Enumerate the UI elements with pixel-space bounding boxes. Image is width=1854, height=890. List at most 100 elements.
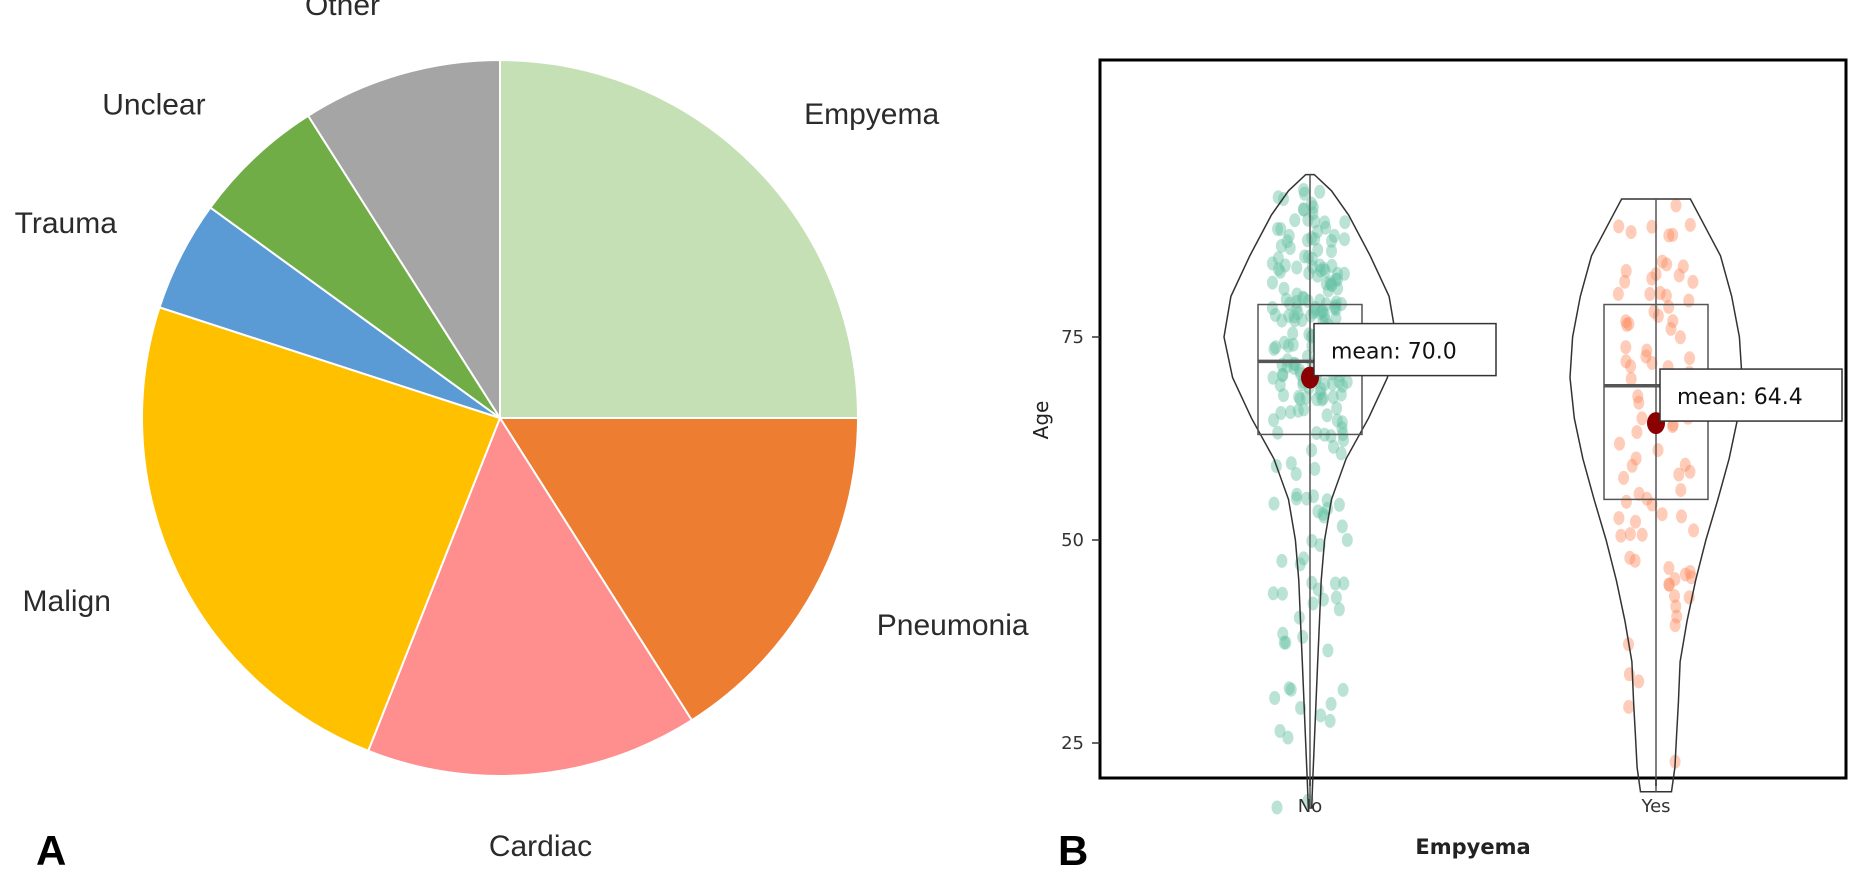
data-point [1640,349,1652,364]
data-point [1326,244,1337,259]
data-point [1321,493,1333,508]
data-point [1306,251,1318,266]
y-axis-title: Age [1029,401,1053,440]
data-point [1338,576,1350,591]
data-point [1669,618,1681,633]
data-point [1626,458,1638,473]
data-point [1656,254,1668,269]
data-point [1320,276,1332,291]
data-point [1326,278,1338,292]
data-point [1625,225,1637,240]
data-point [1667,314,1679,329]
data-point [1273,262,1284,277]
data-point [1274,724,1286,738]
mean-label-box [1313,322,1497,377]
data-point [1327,390,1339,404]
data-point [1271,800,1283,815]
data-point [1278,388,1289,403]
data-point [1612,286,1624,301]
data-point [1319,263,1331,278]
data-point [1619,274,1631,289]
x-axis-ticks: No Yes [1298,778,1671,817]
data-point [1341,533,1353,547]
data-point [1285,405,1296,420]
data-point [1298,183,1310,197]
data-point [1665,321,1677,336]
data-point [1309,461,1321,476]
data-point [1269,691,1281,705]
data-point [1276,553,1288,568]
data-point [1328,439,1339,454]
data-point [1296,313,1308,327]
data-point [1268,496,1280,511]
data-point [1284,296,1296,311]
data-point [1276,368,1288,382]
data-point [1623,316,1635,331]
data-point [1673,467,1685,482]
pie-label-other: Other [305,0,380,22]
data-point [1620,340,1632,355]
y-axis-ticks: 25 50 75 [1061,327,1100,754]
data-point [1275,406,1287,420]
data-point [1620,264,1632,278]
data-point [1333,374,1345,389]
data-point [1326,233,1337,248]
data-point [1290,467,1302,481]
data-point [1309,232,1321,247]
data-point [1669,572,1681,587]
data-point [1282,338,1294,353]
data-point [1299,186,1310,201]
data-point [1648,304,1660,319]
data-point [1277,368,1289,382]
data-point [1293,610,1305,625]
data-point [1281,234,1293,249]
data-point [1337,378,1348,393]
data-point [1324,275,1336,290]
data-point [1679,457,1691,472]
data-point [1316,303,1328,318]
pie-slice-cardiac [366,415,694,777]
data-point [1291,287,1303,302]
data-point [1620,314,1632,329]
data-point [1287,326,1299,341]
data-point [1331,401,1343,416]
data-point [1269,308,1281,322]
data-point [1315,708,1327,723]
data-point [1673,268,1685,283]
y-tick-label: 50 [1061,530,1084,551]
data-point [1333,602,1345,617]
data-point [1636,411,1648,426]
data-point [1338,266,1350,281]
data-point [1333,497,1345,512]
data-point [1306,196,1317,211]
data-point [1309,214,1321,229]
data-point [1276,313,1288,328]
data-point [1330,590,1342,605]
data-point [1284,241,1296,255]
data-point [1667,227,1679,242]
data-point [1278,635,1290,650]
data-point [1307,596,1319,611]
data-point [1267,586,1279,601]
data-point [1272,251,1284,266]
data-point [1677,259,1689,274]
pie-label-pneumonia: Pneumonia [877,609,1029,642]
data-point [1652,443,1664,458]
data-point [1629,553,1641,568]
data-point [1298,291,1310,306]
data-point [1688,523,1700,538]
y-tick-label: 25 [1061,733,1084,754]
data-point [1661,257,1673,272]
data-point [1621,317,1633,332]
data-point [1636,527,1648,542]
data-point [1613,511,1625,526]
data-point [1299,249,1311,264]
data-point [1684,351,1696,366]
data-point [1317,391,1329,406]
data-point [1314,538,1326,553]
data-point [1314,306,1326,321]
data-point [1289,313,1301,328]
data-point [1644,287,1656,301]
data-point [1279,258,1291,273]
data-point [1294,392,1306,407]
